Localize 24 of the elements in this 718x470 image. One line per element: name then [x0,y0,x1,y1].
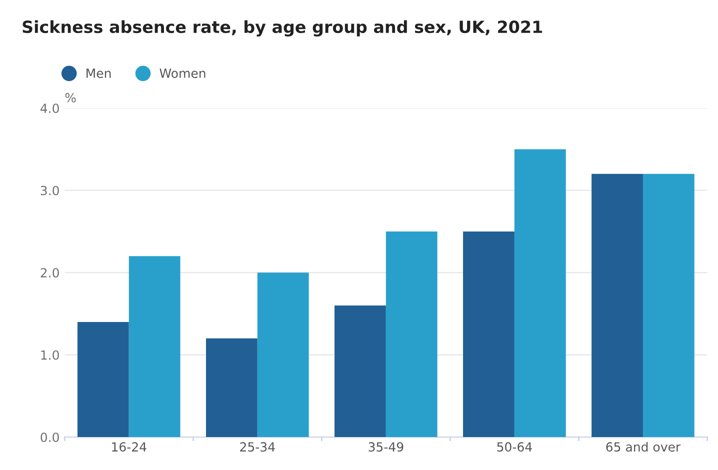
chart-title: Sickness absence rate, by age group and sex, UK, 2021 [22,20,542,36]
bar [463,231,514,438]
y-tick-label: 4.0 [40,104,59,114]
bar [592,174,643,438]
bar [77,322,129,438]
x-tick-label: 50-64 [497,442,532,452]
legend-label: Women [160,68,206,78]
x-tick-label: 65 and over [606,442,681,452]
y-tick-label: 3.0 [40,186,59,196]
y-tick-label: 1.0 [41,350,59,360]
bar [257,272,309,438]
bar [334,306,386,438]
y-tick-label: 2.0 [40,268,59,278]
y-axis-title: % [65,92,76,102]
x-tick-label: 35-49 [368,442,404,452]
bar [514,149,566,438]
legend-label: Men [86,68,111,78]
x-tick-label: 25-34 [240,442,275,452]
bar [128,256,180,438]
bar [386,231,438,438]
bar [206,338,258,438]
x-tick-label: 16-24 [112,442,146,452]
y-tick-label: 0.0 [40,432,59,442]
bar [642,174,694,438]
